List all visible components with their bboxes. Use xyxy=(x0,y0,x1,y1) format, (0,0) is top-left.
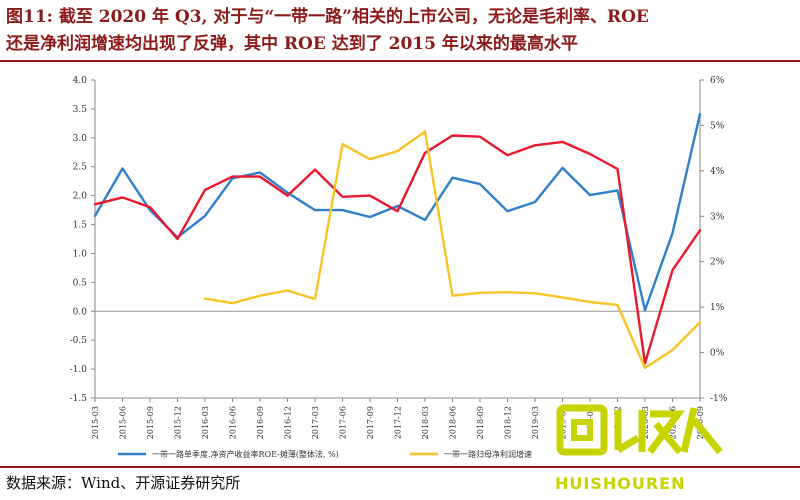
watermark-logo xyxy=(556,404,723,456)
x-tick-label: 2015-12 xyxy=(174,406,183,439)
x-tick-label: 2015-09 xyxy=(146,406,155,439)
x-tick-label: 2018-06 xyxy=(449,406,458,439)
right-tick-label: 1% xyxy=(710,303,725,313)
right-tick-label: 6% xyxy=(710,76,725,86)
x-tick-label: 2017-12 xyxy=(394,406,403,439)
watermark-text: HUISHOUREN xyxy=(555,474,686,493)
left-tick-label: 2.0 xyxy=(73,192,88,202)
left-tick-label: 2.5 xyxy=(73,163,88,173)
series-line-1 xyxy=(93,112,702,312)
right-tick-label: 0% xyxy=(710,349,725,359)
left-tick-label: 1.5 xyxy=(73,221,88,231)
x-tick-label: 2018-03 xyxy=(421,406,430,439)
right-tick-label: 5% xyxy=(710,121,725,131)
series-line-2 xyxy=(93,134,702,365)
x-tick-label: 2015-03 xyxy=(91,406,100,439)
left-tick-label: -1.0 xyxy=(70,365,88,375)
left-tick-label: 0.0 xyxy=(73,307,88,317)
legend-label-2: 一带一路归母净利润增速 xyxy=(444,449,532,459)
x-tick-label: 2017-09 xyxy=(366,406,375,439)
left-tick-label: -1.5 xyxy=(70,394,88,404)
left-tick-label: 3.0 xyxy=(73,134,88,144)
right-tick-label: -1% xyxy=(710,394,728,404)
chart-title-line-1: 图11: 截至 2020 年 Q3, 对于与“一带一路”相关的上市公司，无论是毛… xyxy=(6,7,649,27)
x-tick-label: 2019-03 xyxy=(531,406,540,439)
left-tick-label: -0.5 xyxy=(70,336,88,346)
x-tick-label: 2018-09 xyxy=(476,406,485,439)
x-tick-label: 2017-03 xyxy=(311,406,320,439)
legend-label-1: 一带一路单季度.净资产收益率ROE-摊薄(整体法, %) xyxy=(152,449,339,459)
right-tick-label: 2% xyxy=(710,258,725,268)
x-tick-label: 2015-06 xyxy=(119,406,128,439)
left-tick-label: 1.0 xyxy=(73,249,88,259)
chart-title-line-2: 还是净利润增速均出现了反弹，其中 ROE 达到了 2015 年以来的最高水平 xyxy=(6,34,578,54)
x-tick-label: 2017-06 xyxy=(339,406,348,439)
left-tick-label: 0.5 xyxy=(73,278,88,288)
left-tick-label: 4.0 xyxy=(73,76,88,86)
right-tick-label: 4% xyxy=(710,167,725,177)
x-tick-label: 2018-12 xyxy=(504,406,513,439)
x-tick-label: 2016-09 xyxy=(256,406,265,439)
x-tick-label: 2016-12 xyxy=(284,406,293,439)
left-tick-label: 3.5 xyxy=(73,105,88,115)
title-divider xyxy=(0,60,800,62)
footer-divider xyxy=(0,466,800,468)
chart-title: 图11: 截至 2020 年 Q3, 对于与“一带一路”相关的上市公司，无论是毛… xyxy=(6,4,796,58)
x-tick-label: 2016-03 xyxy=(201,406,210,439)
x-tick-label: 2016-06 xyxy=(229,406,238,439)
right-tick-label: 3% xyxy=(710,212,725,222)
series-line-3 xyxy=(203,130,702,370)
data-source: 数据来源：Wind、开源证券研究所 xyxy=(6,474,241,492)
